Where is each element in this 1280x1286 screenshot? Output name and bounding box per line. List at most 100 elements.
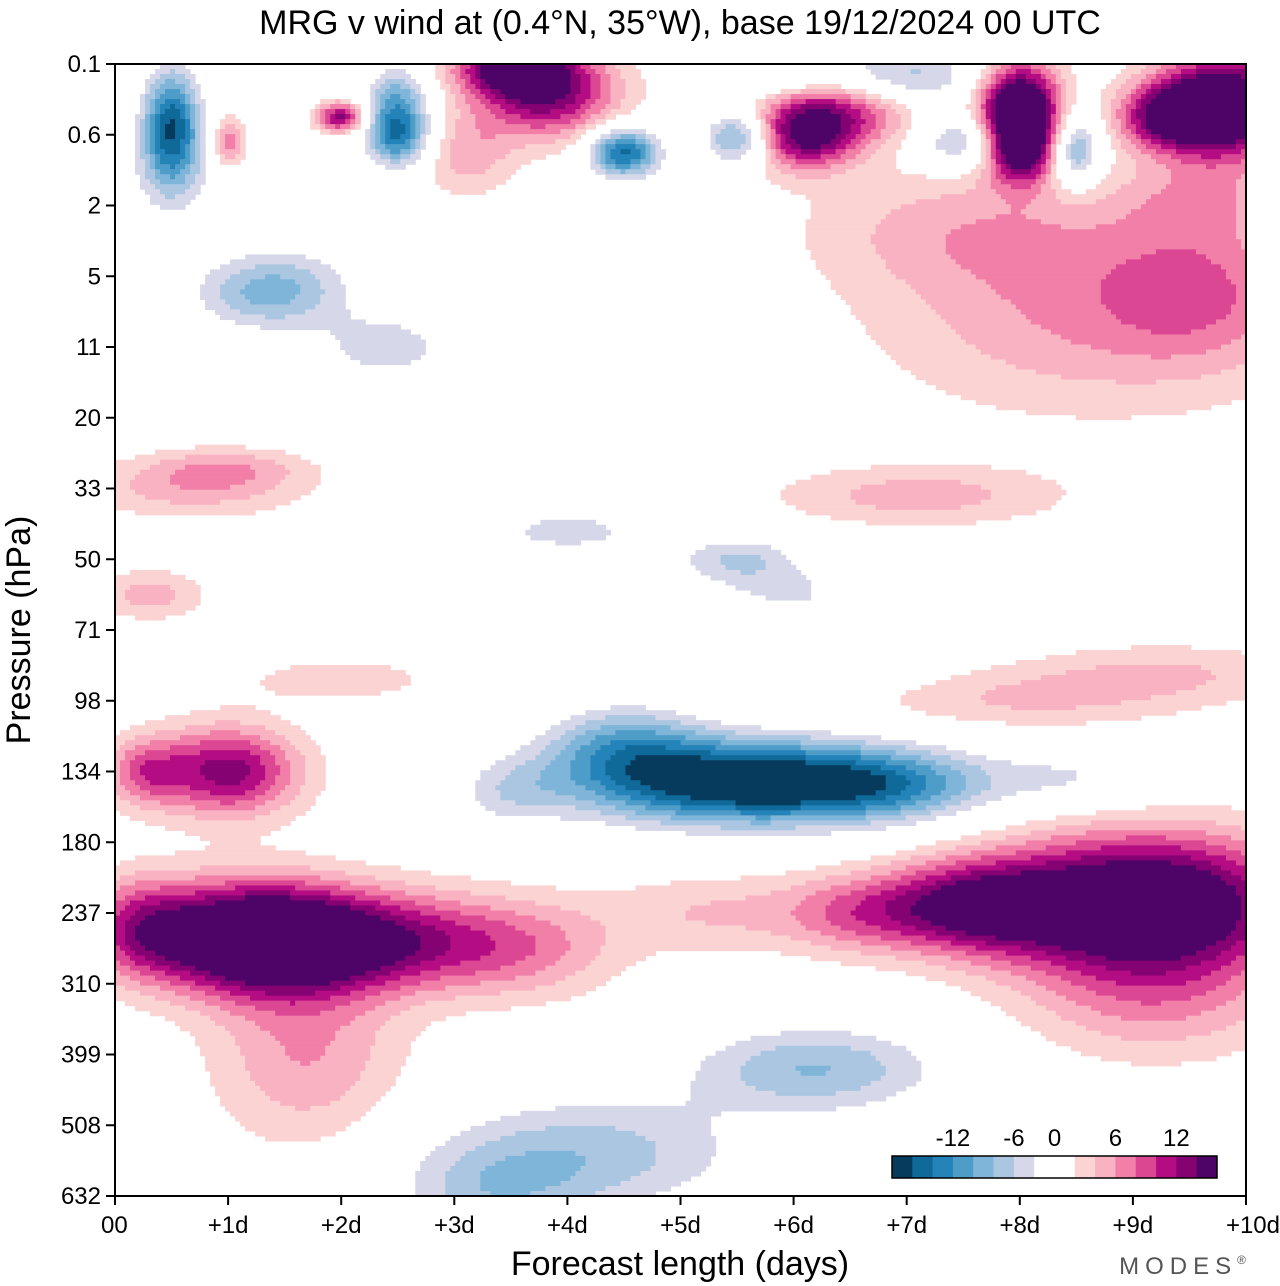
contour-cell	[1190, 329, 1246, 336]
y-tick-label: 310	[61, 971, 101, 998]
contour-cell	[635, 825, 722, 831]
contour-cell	[115, 795, 121, 801]
contour-cell	[1115, 109, 1127, 115]
contour-cell	[1140, 94, 1147, 100]
contour-cell	[290, 780, 306, 786]
contour-cell	[585, 109, 602, 115]
contour-cell	[160, 124, 166, 130]
contour-cell	[130, 955, 146, 962]
contour-cell	[735, 1040, 892, 1047]
contour-cell	[710, 144, 722, 150]
contour-cell	[160, 985, 191, 992]
contour-cell	[390, 109, 406, 115]
contour-cell	[1025, 820, 1092, 826]
contour-cell	[115, 484, 131, 491]
contour-cell	[320, 284, 346, 290]
contour-cell	[445, 1170, 481, 1177]
contour-cell	[150, 104, 156, 110]
contour-cell	[115, 900, 131, 907]
contour-cell	[265, 1135, 321, 1142]
contour-cell	[115, 589, 126, 596]
contour-cell	[250, 740, 271, 746]
contour-cell	[765, 104, 772, 110]
contour-cell	[995, 404, 1212, 411]
contour-cell	[375, 79, 386, 85]
contour-cell	[435, 64, 446, 70]
contour-cell	[1115, 149, 1127, 155]
contour-cell	[170, 755, 261, 761]
contour-cell	[590, 740, 612, 746]
contour-cell	[195, 875, 321, 882]
contour-cell	[515, 975, 566, 982]
contour-cell	[420, 960, 461, 967]
contour-cell	[150, 74, 161, 80]
contour-cell	[1045, 144, 1052, 150]
contour-cell	[890, 860, 927, 867]
contour-cell	[1060, 334, 1242, 341]
contour-cell	[1085, 830, 1207, 836]
contour-cell	[220, 159, 241, 165]
colorbar-swatch	[892, 1156, 913, 1178]
contour-cell	[1065, 149, 1072, 155]
contour-cell	[980, 129, 987, 135]
contour-cell	[980, 875, 1222, 882]
contour-cell	[805, 925, 842, 932]
contour-cell	[595, 119, 607, 125]
contour-cell	[1025, 74, 1042, 80]
contour-cell	[595, 159, 602, 165]
contour-cell	[595, 750, 617, 756]
contour-cell	[1110, 144, 1122, 150]
contour-cell	[1195, 64, 1246, 70]
contour-cell	[555, 139, 577, 145]
contour-cell	[325, 109, 336, 115]
contour-cell	[120, 760, 131, 766]
contour-cell	[1225, 980, 1246, 987]
contour-cell	[855, 164, 897, 170]
contour-cell	[945, 249, 1157, 255]
contour-cell	[1100, 89, 1117, 95]
contour-cell	[410, 149, 416, 155]
contour-cell	[625, 770, 872, 776]
contour-cell	[410, 104, 416, 110]
contour-cell	[445, 1140, 486, 1147]
y-tick-label: 180	[61, 829, 101, 856]
contour-cell	[840, 860, 892, 867]
contour-cell	[245, 980, 331, 987]
contour-cell	[365, 129, 371, 135]
contour-cell	[475, 84, 481, 90]
contour-cell	[1095, 184, 1122, 190]
contour-cell	[565, 975, 612, 982]
contour-cell	[315, 104, 321, 110]
contour-cell	[145, 955, 166, 962]
contour-cell	[235, 800, 266, 806]
contour-cell	[485, 1140, 657, 1147]
contour-cell	[1140, 69, 1157, 75]
contour-cell	[1185, 1035, 1246, 1042]
contour-cell	[1005, 79, 1017, 85]
contour-cell	[945, 785, 967, 791]
contour-cell	[150, 124, 156, 130]
contour-cell	[650, 785, 887, 791]
contour-cell	[1100, 109, 1112, 115]
contour-cell	[415, 139, 421, 145]
colorbar-swatch	[1095, 1156, 1116, 1178]
contour-cell	[955, 845, 997, 851]
contour-cell	[505, 94, 566, 100]
contour-cell	[235, 1035, 276, 1042]
contour-cell	[365, 134, 371, 140]
contour-cell	[360, 1075, 396, 1082]
contour-cell	[480, 980, 556, 987]
contour-cell	[800, 144, 822, 150]
contour-cell	[575, 1170, 642, 1177]
contour-cell	[1060, 84, 1067, 90]
contour-cell	[455, 99, 466, 105]
contour-cell	[1050, 99, 1057, 105]
contour-cell	[475, 795, 501, 801]
contour-cell	[190, 139, 196, 145]
contour-cell	[125, 785, 141, 791]
contour-cell	[255, 474, 286, 481]
contour-cell	[980, 159, 987, 165]
contour-cell	[1065, 850, 1207, 856]
contour-cell	[605, 930, 772, 937]
